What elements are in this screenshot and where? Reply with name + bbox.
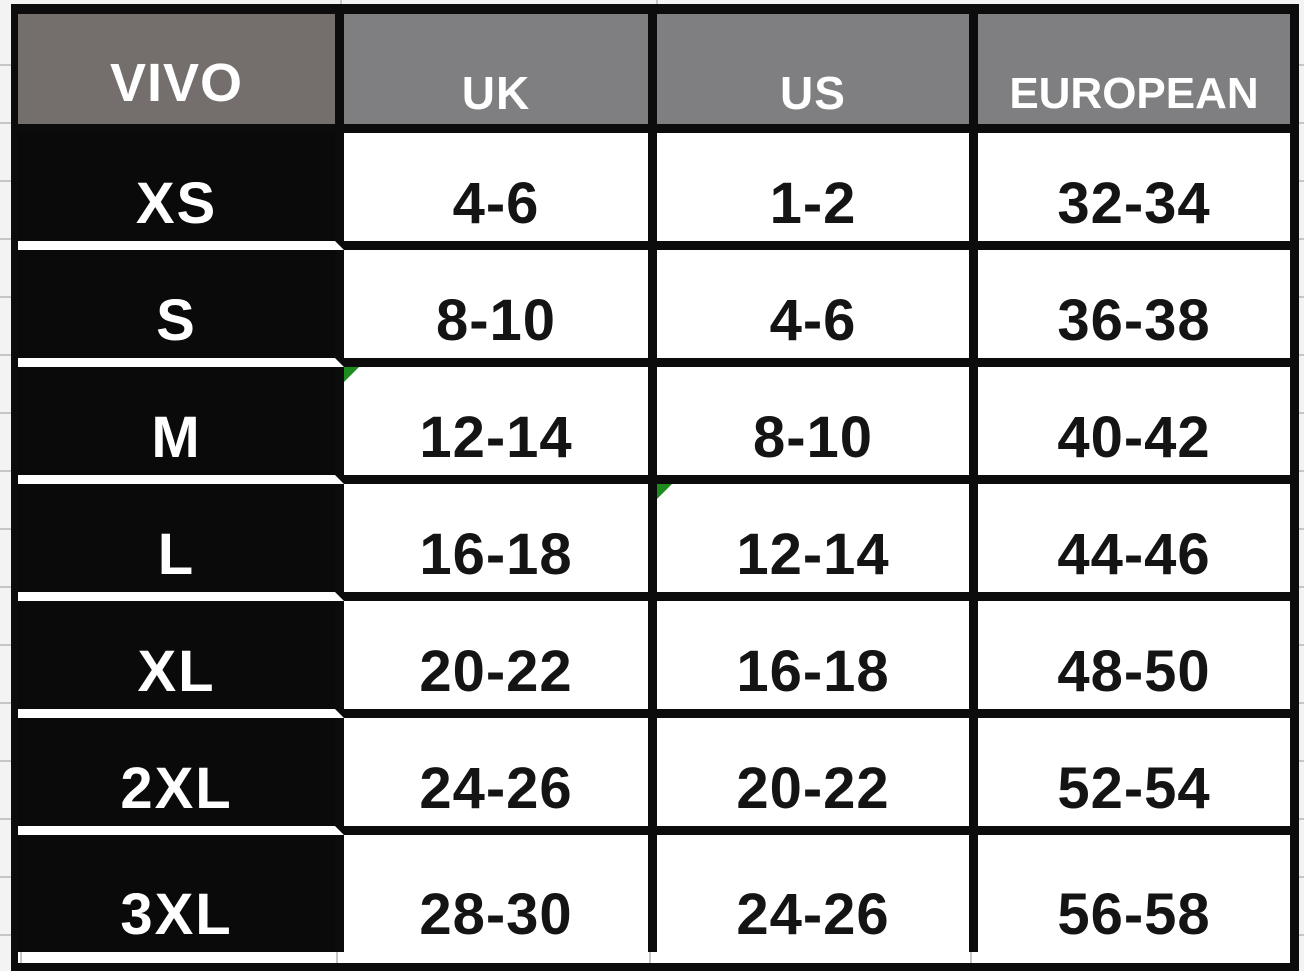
uk-value-cell: 20-22 xyxy=(344,601,657,718)
uk-value-cell: 8-10 xyxy=(344,250,657,367)
size-label: S xyxy=(156,288,197,353)
size-label-cell: 2XL xyxy=(18,718,344,835)
header-label-us: US xyxy=(780,67,846,119)
us-value: 8-10 xyxy=(752,405,874,470)
european-value: 32-34 xyxy=(1057,171,1211,236)
size-chart-table: VIVO UK US EUROPEAN XS 4-6 1-2 32-34 S 8… xyxy=(11,4,1299,971)
european-value-cell: 44-46 xyxy=(978,484,1290,601)
european-value-cell: 48-50 xyxy=(978,601,1290,718)
sheet-gridline-strip-right xyxy=(1299,4,1304,971)
uk-value-cell: 24-26 xyxy=(344,718,657,835)
sheet-row-remainder xyxy=(18,952,1290,963)
sheet-gridline-strip-top xyxy=(0,0,1304,4)
uk-value-cell: 4-6 xyxy=(344,133,657,250)
cell-error-indicator-icon xyxy=(344,367,359,382)
european-value: 56-58 xyxy=(1057,882,1211,947)
header-cell-vivo: VIVO xyxy=(18,14,344,133)
us-value-cell: 16-18 xyxy=(657,601,978,718)
size-label-cell: XL xyxy=(18,601,344,718)
us-value-cell: 4-6 xyxy=(657,250,978,367)
size-label-cell: L xyxy=(18,484,344,601)
cell-error-indicator-icon xyxy=(657,484,672,499)
header-label-vivo: VIVO xyxy=(109,53,244,113)
uk-value: 20-22 xyxy=(419,639,573,704)
uk-value: 8-10 xyxy=(435,288,557,353)
size-label: L xyxy=(157,522,196,587)
us-value: 16-18 xyxy=(736,639,890,704)
us-value-cell: 20-22 xyxy=(657,718,978,835)
header-label-european: EUROPEAN xyxy=(1009,69,1259,118)
us-value-cell: 1-2 xyxy=(657,133,978,250)
size-label-cell: XS xyxy=(18,133,344,250)
uk-value-cell: 12-14 xyxy=(344,367,657,484)
european-value-cell: 56-58 xyxy=(978,835,1290,952)
european-value-cell: 32-34 xyxy=(978,133,1290,250)
size-label: M xyxy=(151,405,202,470)
european-value: 48-50 xyxy=(1057,639,1211,704)
european-value: 40-42 xyxy=(1057,405,1211,470)
european-value-cell: 36-38 xyxy=(978,250,1290,367)
uk-value: 24-26 xyxy=(419,756,573,821)
us-value: 20-22 xyxy=(736,756,890,821)
size-chart-grid: VIVO UK US EUROPEAN XS 4-6 1-2 32-34 S 8… xyxy=(18,14,1290,963)
uk-value: 28-30 xyxy=(419,882,573,947)
uk-value: 4-6 xyxy=(452,171,540,236)
us-value: 4-6 xyxy=(769,288,857,353)
header-cell-european: EUROPEAN xyxy=(978,14,1290,133)
us-value-cell: 8-10 xyxy=(657,367,978,484)
us-value: 1-2 xyxy=(769,171,857,236)
us-value: 12-14 xyxy=(736,522,890,587)
us-value-cell: 12-14 xyxy=(657,484,978,601)
uk-value: 12-14 xyxy=(419,405,573,470)
us-value: 24-26 xyxy=(736,882,890,947)
size-label-cell: M xyxy=(18,367,344,484)
size-label: XS xyxy=(135,171,218,236)
size-label-cell: 3XL xyxy=(18,835,344,952)
size-label: 3XL xyxy=(120,882,233,947)
european-value-cell: 52-54 xyxy=(978,718,1290,835)
european-value: 52-54 xyxy=(1057,756,1211,821)
uk-value-cell: 16-18 xyxy=(344,484,657,601)
sheet-gridline-strip-left xyxy=(0,4,11,971)
european-value: 36-38 xyxy=(1057,288,1211,353)
header-label-uk: UK xyxy=(461,67,531,119)
european-value-cell: 40-42 xyxy=(978,367,1290,484)
size-label: XL xyxy=(137,639,216,704)
header-cell-uk: UK xyxy=(344,14,657,133)
uk-value: 16-18 xyxy=(419,522,573,587)
size-label-cell: S xyxy=(18,250,344,367)
us-value-cell: 24-26 xyxy=(657,835,978,952)
uk-value-cell: 28-30 xyxy=(344,835,657,952)
size-label: 2XL xyxy=(120,756,233,821)
european-value: 44-46 xyxy=(1057,522,1211,587)
header-cell-us: US xyxy=(657,14,978,133)
